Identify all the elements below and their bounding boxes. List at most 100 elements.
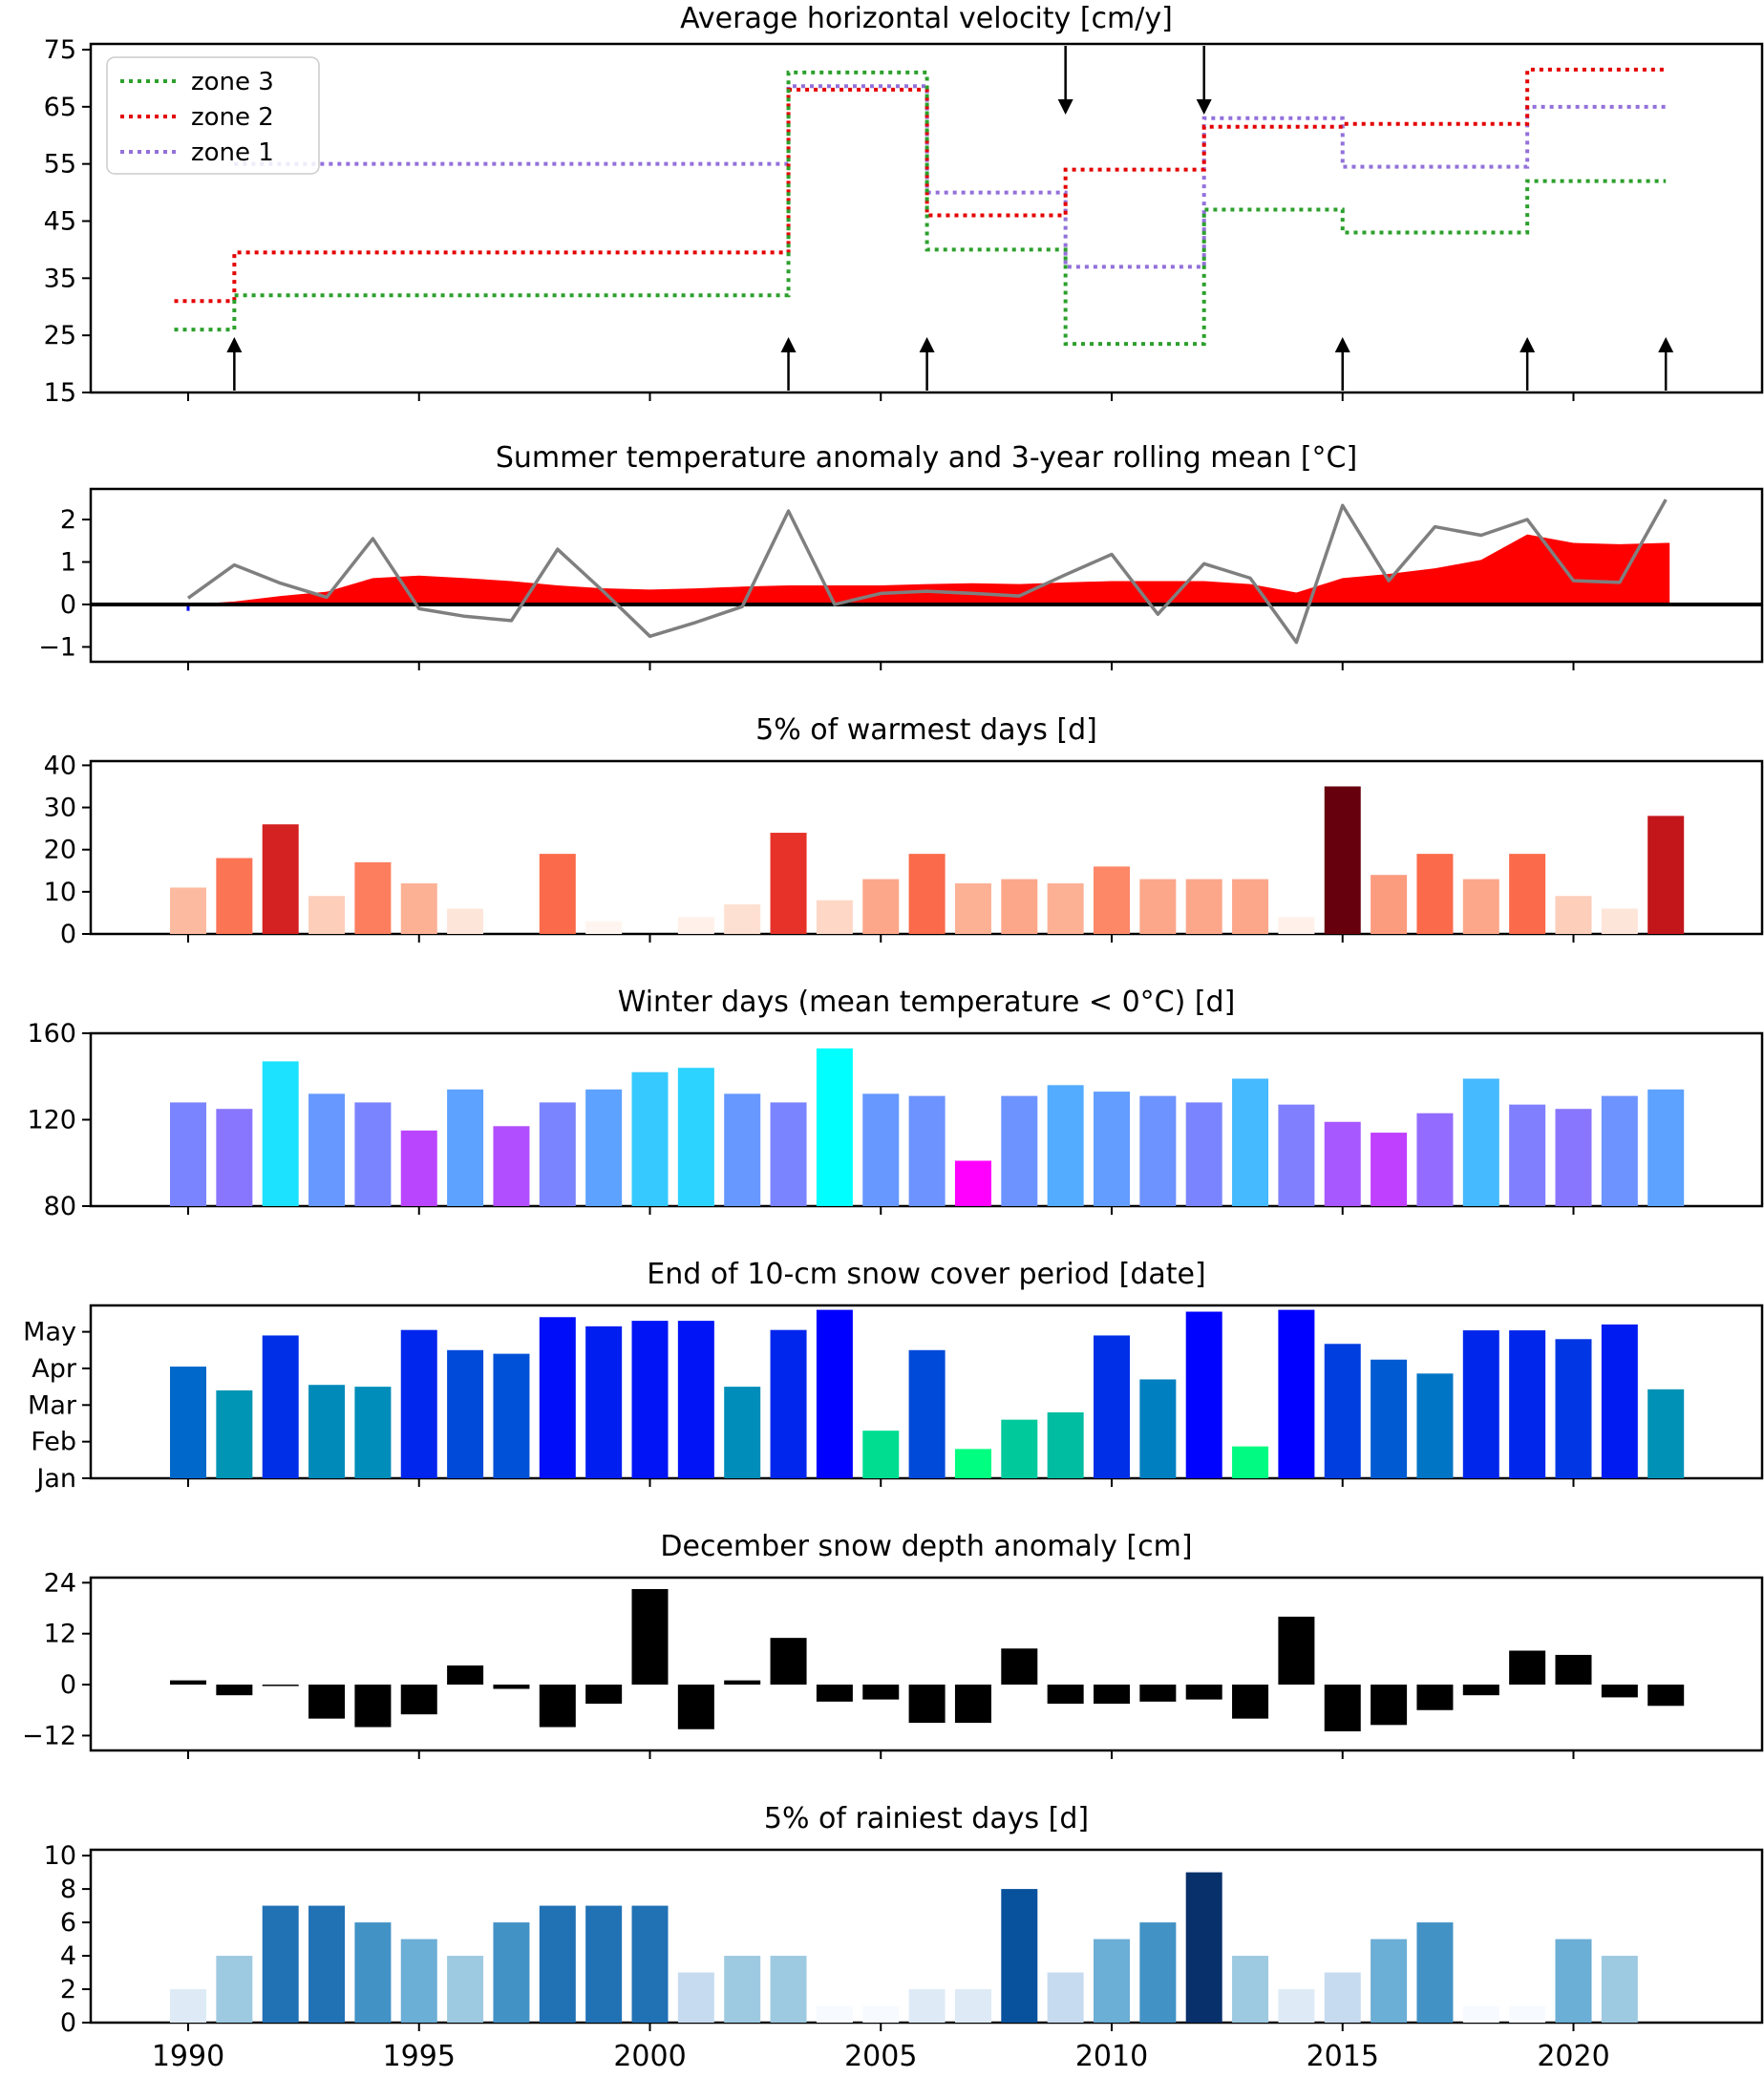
panel-title-summer-temp: Summer temperature anomaly and 3-year ro… [495,441,1358,475]
y-tick-label-rainiest-days: 8 [60,1875,76,1904]
x-tick-label: 2020 [1537,2040,1609,2073]
bar-rainiest-days-2008 [1001,1889,1038,2023]
y-tick-label-velocity: 45 [44,206,76,236]
bar-rainiest-days-1995 [400,1939,437,2023]
bar-snow-cover-end-1998 [539,1317,576,1478]
bar-december-snow-2014 [1278,1616,1315,1686]
bar-december-snow-2020 [1555,1654,1592,1686]
bar-winter-days-2010 [1094,1092,1130,1206]
bar-warmest-days-2005 [862,879,900,934]
bar-winter-days-1995 [400,1130,437,1206]
bar-winter-days-2016 [1371,1133,1408,1206]
bar-warmest-days-2008 [1001,879,1038,934]
bar-warmest-days-1995 [400,883,437,934]
bar-snow-cover-end-2017 [1416,1373,1454,1478]
bar-snow-cover-end-2003 [770,1329,807,1478]
step-line-zone-1 [234,84,1667,269]
legend-box [106,56,320,175]
bar-winter-days-1992 [262,1061,299,1206]
anomaly-line [186,498,1668,645]
bar-snow-cover-end-1994 [354,1387,392,1478]
y-tick-label-velocity: 65 [44,93,76,122]
bar-warmest-days-2017 [1416,854,1454,934]
bar-snow-cover-end-2000 [631,1321,669,1478]
bar-december-snow-2021 [1601,1685,1638,1698]
bar-warmest-days-1993 [308,896,346,934]
bar-snow-cover-end-1999 [585,1325,623,1478]
bar-winter-days-2005 [862,1093,900,1206]
bar-winter-days-2013 [1232,1078,1269,1206]
bar-snow-cover-end-1996 [447,1349,484,1478]
bar-snow-cover-end-2009 [1047,1411,1084,1478]
bar-winter-days-2015 [1324,1121,1361,1206]
bar-rainiest-days-2020 [1555,1939,1592,2023]
bar-winter-days-2003 [770,1102,807,1206]
bar-december-snow-2001 [677,1685,714,1729]
bar-snow-cover-end-2015 [1324,1344,1361,1478]
bar-rainiest-days-2018 [1462,2005,1499,2023]
bar-rainiest-days-2005 [862,2005,900,2023]
event-up-arrowhead [226,337,243,352]
y-tick-label-snow-cover-end: Mar [28,1390,77,1420]
panel-title-rainiest-days: 5% of rainiest days [d] [763,1802,1090,1835]
y-tick-label-december-snow: 0 [60,1670,76,1700]
y-tick-label-warmest-days: 20 [44,836,76,865]
bar-winter-days-2018 [1462,1078,1499,1206]
y-tick-label-december-snow: 12 [44,1620,76,1649]
bar-snow-cover-end-2014 [1278,1309,1315,1478]
y-tick-label-winter-days: 80 [44,1192,76,1221]
bar-rainiest-days-2015 [1324,1972,1361,2023]
bar-winter-days-2007 [954,1160,991,1206]
y-tick-label-winter-days: 120 [27,1106,76,1135]
rolling-mean-area [188,534,1670,604]
bar-rainiest-days-1992 [262,1905,299,2023]
y-tick-label-velocity: 25 [44,321,76,350]
bar-winter-days-2009 [1047,1085,1084,1206]
bar-warmest-days-2004 [816,900,853,934]
bar-december-snow-2003 [770,1638,807,1686]
step-line-zone-2 [174,67,1667,304]
bar-snow-cover-end-1990 [170,1367,206,1478]
bar-rainiest-days-1998 [539,1905,576,2023]
bar-winter-days-2020 [1555,1109,1592,1206]
panel-title-snow-cover-end: End of 10-cm snow cover period [date] [647,1258,1206,1291]
bar-warmest-days-1991 [216,858,253,934]
bar-snow-cover-end-2004 [816,1309,853,1478]
y-tick-label-velocity: 15 [44,378,76,408]
bar-december-snow-2009 [1047,1685,1084,1705]
y-tick-label-velocity: 55 [44,150,76,180]
bar-snow-cover-end-1991 [216,1389,253,1478]
x-tick-label: 2000 [613,2040,686,2073]
bar-december-snow-2013 [1232,1685,1269,1719]
y-tick-label-summer-temp: 0 [60,590,76,620]
bar-rainiest-days-2011 [1139,1922,1177,2023]
bar-rainiest-days-1997 [493,1922,530,2023]
bar-warmest-days-2009 [1047,883,1084,934]
x-tick-label: 1990 [152,2040,224,2073]
bar-rainiest-days-1999 [585,1905,623,2023]
bar-winter-days-1994 [354,1102,392,1206]
bar-rainiest-days-2007 [954,1989,991,2023]
bar-warmest-days-2015 [1324,786,1361,934]
bar-rainiest-days-2012 [1185,1872,1222,2023]
bar-december-snow-2008 [1001,1648,1038,1686]
bar-snow-cover-end-2018 [1462,1330,1499,1478]
bar-winter-days-2004 [816,1048,853,1206]
bar-winter-days-2000 [631,1071,669,1206]
y-tick-label-december-snow: −12 [22,1721,76,1750]
bar-winter-days-1998 [539,1102,576,1206]
bar-rainiest-days-1990 [170,1989,206,2023]
bar-rainiest-days-2016 [1371,1939,1408,2023]
bar-rainiest-days-1991 [216,1956,253,2023]
y-tick-label-december-snow: 24 [44,1568,76,1598]
bar-warmest-days-2022 [1647,816,1685,934]
y-tick-label-snow-cover-end: Feb [31,1428,76,1457]
bar-december-snow-1993 [308,1685,346,1719]
bar-december-snow-1992 [262,1685,299,1686]
bar-snow-cover-end-1992 [262,1335,299,1478]
axes-frame-velocity [89,42,1764,394]
bar-snow-cover-end-1997 [493,1353,530,1478]
bar-snow-cover-end-2013 [1232,1446,1269,1478]
bar-december-snow-1998 [539,1685,576,1728]
